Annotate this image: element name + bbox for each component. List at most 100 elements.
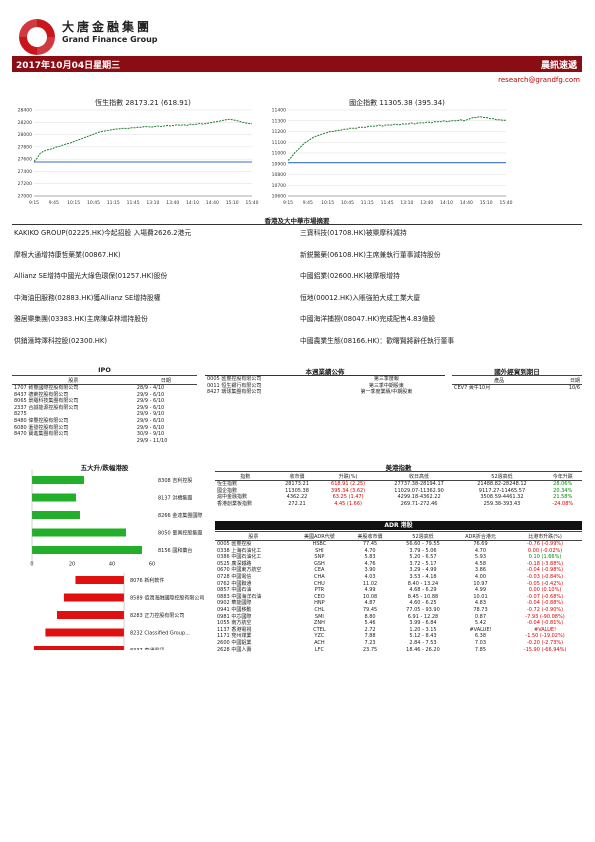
adr-row-cell: -0.04 (-0.81%) [526, 620, 564, 627]
ipo-row: 29/9 - 11/10 [12, 438, 197, 445]
movers-title: 五大升/跌幅港股 [80, 464, 129, 472]
indices-header: 指數 [215, 471, 276, 481]
news-item-left[interactable]: 摩根大通增持康哲藥業(00867.HK) [14, 250, 121, 259]
indices-header: 收日高低 [377, 471, 461, 481]
hsi-x-tick: 11:15 [107, 200, 120, 206]
hscei-y-tick: 10600 [272, 194, 286, 200]
indices-row-cell: 滬中金融指數 [217, 494, 248, 501]
hsi-y-tick: 27200 [18, 181, 32, 187]
up-bar-label: 8266 金達集團國際 [158, 512, 202, 519]
indices-row-cell: 27737.38-28194.17 [394, 481, 444, 487]
hscei-x-tick: 9:15 [283, 200, 293, 206]
report-date: 2017年10月04日星期三 [16, 61, 121, 71]
economic-row: CEV7 黃牛10月 10/6 [452, 385, 582, 392]
results-row-cell: 0005 匯豐控股有限公司 [207, 376, 262, 382]
up-bar-label: 8156 國和藥台 [158, 547, 192, 554]
news-item-right[interactable]: 恒地(00012.HK)入賬強拍大成工業大廈 [300, 293, 421, 302]
hscei-chart-title: 國企指數 11305.38 (395.34) [349, 98, 445, 107]
news-item-right[interactable]: 中國農業生態(08166.HK)：歡曙賢將辭任執行董事 [300, 336, 455, 345]
adr-row-cell: 5.12 - 8.43 [409, 633, 437, 640]
adr-row-cell: 5.83 [364, 554, 376, 561]
indices-row-cell: 4299.18-4362.22 [397, 494, 441, 501]
adr-row: 0386 中國石油化工 SNP 5.83 5.20 - 6.57 5.93 0.10 (1… [215, 554, 582, 561]
adr-row-cell: 0525 廣深鐵路 [217, 560, 252, 567]
ipo-row-cell: 2337 合誠能源控股有限公司 [14, 404, 79, 411]
adr-row-cell: 23.75 [362, 646, 378, 653]
adr-row-cell: 1171 兗州煤業 [217, 633, 252, 640]
hscei-x-tick: 15:10 [480, 200, 493, 206]
ipo-row-cell: 29/9 - 6/10 [136, 424, 165, 431]
down-bar [45, 628, 124, 637]
hsi-x-tick: 14:40 [206, 200, 219, 206]
adr-row-cell: 78.73 [473, 606, 488, 613]
adr-row-cell: 0338 上海石油化工 [217, 547, 262, 554]
adr-header: ADR折合港元 [452, 531, 509, 541]
hscei-y-tick: 10800 [272, 172, 286, 178]
adr-row-cell: 0.10 (1.66%) [528, 554, 562, 561]
indices-table: 指數 收市價 升跌(%) 收日高低 52週高低 今年升跌 恆生指數 28173.21 618.… [215, 471, 582, 507]
news-item-left[interactable]: Allianz SE增持中國光大綠色環保(01257.HK)股份 [14, 272, 168, 280]
hscei-x-tick: 14:10 [440, 200, 453, 206]
news-item-left[interactable]: 雅居樂集團(03383.HK)主席陳卓林增持股份 [14, 315, 148, 323]
news-section-title: 香港及大中華市場摘要 [264, 217, 330, 225]
indices-row-cell: 11029.07-11362.90 [394, 487, 444, 494]
indices-header: 52週高低 [460, 471, 544, 481]
adr-row-cell: -15.90 (-66.94%) [523, 646, 567, 653]
news-item-right[interactable]: 中國鋁業(02600.HK)被摩根增持 [300, 272, 400, 280]
adr-row-cell: 77.05 - 93.90 [406, 606, 440, 613]
adr-row-cell: 4.70 [364, 547, 376, 554]
down-bar [56, 611, 124, 619]
ipo-row-cell: 8480 偉豐控股有限公司 [14, 417, 69, 424]
adr-row: 0728 中國電信 CHA 4.03 3.53 - 4.18 4.00 -0.03 (-0… [215, 574, 582, 581]
up-bar [32, 546, 142, 554]
results-row-cell: 0011 恒生銀行有限公司 [207, 382, 262, 389]
divider [12, 224, 582, 225]
hscei-y-tick: 11400 [272, 108, 286, 114]
hscei-x-tick: 13:10 [400, 200, 413, 206]
hscei-x-tick: 13:40 [420, 200, 433, 206]
hscei-x-tick: 9:45 [303, 200, 313, 206]
news-item-left[interactable]: 供銷滙時澤科控股(02300.HK) [14, 336, 108, 345]
indices-title: 美港指數 [385, 464, 412, 472]
adr-row-cell: 0941 中國移動 [217, 606, 252, 613]
indices-row-cell: 4.45 (1.66) [334, 500, 362, 507]
adr-title: ADR 港股 [215, 521, 582, 530]
indices-row-cell: 20.34% [553, 487, 573, 494]
adr-row-cell: 3.99 - 6.84 [409, 620, 437, 627]
hsi-x-tick: 14:10 [186, 200, 199, 206]
news-item-right[interactable]: 新鋭醫藥(06108.HK)主席兼執行董事減持股份 [300, 250, 441, 259]
economic-header-date: 日期 [546, 375, 582, 385]
news-item-right[interactable]: 中國海洋捕撈(08047.HK)完成配售4.83億股 [300, 315, 436, 323]
indices-row-cell: 香港創業板指數 [217, 500, 253, 507]
adr-row: 0525 廣深鐵路 GSH 4.76 3.72 - 5.17 4.58 -0.18 (-3… [215, 561, 582, 568]
adr-row-cell: YZC [314, 633, 325, 640]
ipo-row: 6080 滙發控股有限公司 29/9 - 6/10 [12, 425, 197, 432]
adr-row-cell: 6.91 - 12.28 [407, 613, 439, 620]
header-banner: 2017年10月04日星期三 晨訊速遞 [12, 56, 582, 72]
adr-row-cell: 5.93 [474, 554, 487, 561]
up-axis-tick: 60 [149, 562, 155, 568]
hsi-chart-title: 恆生指數 28173.21 (618.91) [95, 98, 191, 107]
ipo-row-cell: 28/9 - 4/10 [136, 385, 165, 391]
ipo-row-cell: 1707 致豐國際控股有限公司 [14, 385, 79, 391]
divider [205, 375, 445, 376]
adr-row-cell: CEO [314, 593, 325, 600]
indices-row-cell: -24.08% [552, 500, 574, 507]
down-bar-label: 8076 新利軟件 [130, 577, 164, 584]
up-bar-label: 8050 量興控股集團 [158, 530, 202, 537]
ipo-row-cell: 29/9 - 6/10 [136, 398, 165, 405]
indices-row-cell: 4362.22 [286, 494, 308, 501]
down-bar [33, 646, 124, 650]
news-item-left[interactable]: KAKIKO GROUP(02225.HK)今起招股 入場費2626.2港元 [14, 229, 192, 237]
up-bar [32, 511, 80, 519]
adr-row-cell: 4.76 [364, 560, 376, 567]
news-item-right[interactable]: 三寶科技(01708.HK)被樂摩科減持 [300, 229, 407, 237]
adr-row-cell: 3.90 [364, 567, 376, 574]
up-bar-label: 8308 吉利控股 [158, 477, 192, 484]
adr-row-cell: CEA [314, 567, 325, 574]
adr-row-cell: 18.46 - 26.20 [406, 646, 440, 653]
hsi-y-tick: 27600 [18, 157, 32, 163]
contact-email[interactable]: research@grandfg.com [498, 76, 580, 84]
adr-row: 2628 中國人壽 LFC 23.75 18.46 - 26.20 7.85 -15.90… [215, 647, 582, 654]
news-item-left[interactable]: 中海油田服務(02883.HK)獲Allianz SE增持股權 [14, 293, 161, 302]
